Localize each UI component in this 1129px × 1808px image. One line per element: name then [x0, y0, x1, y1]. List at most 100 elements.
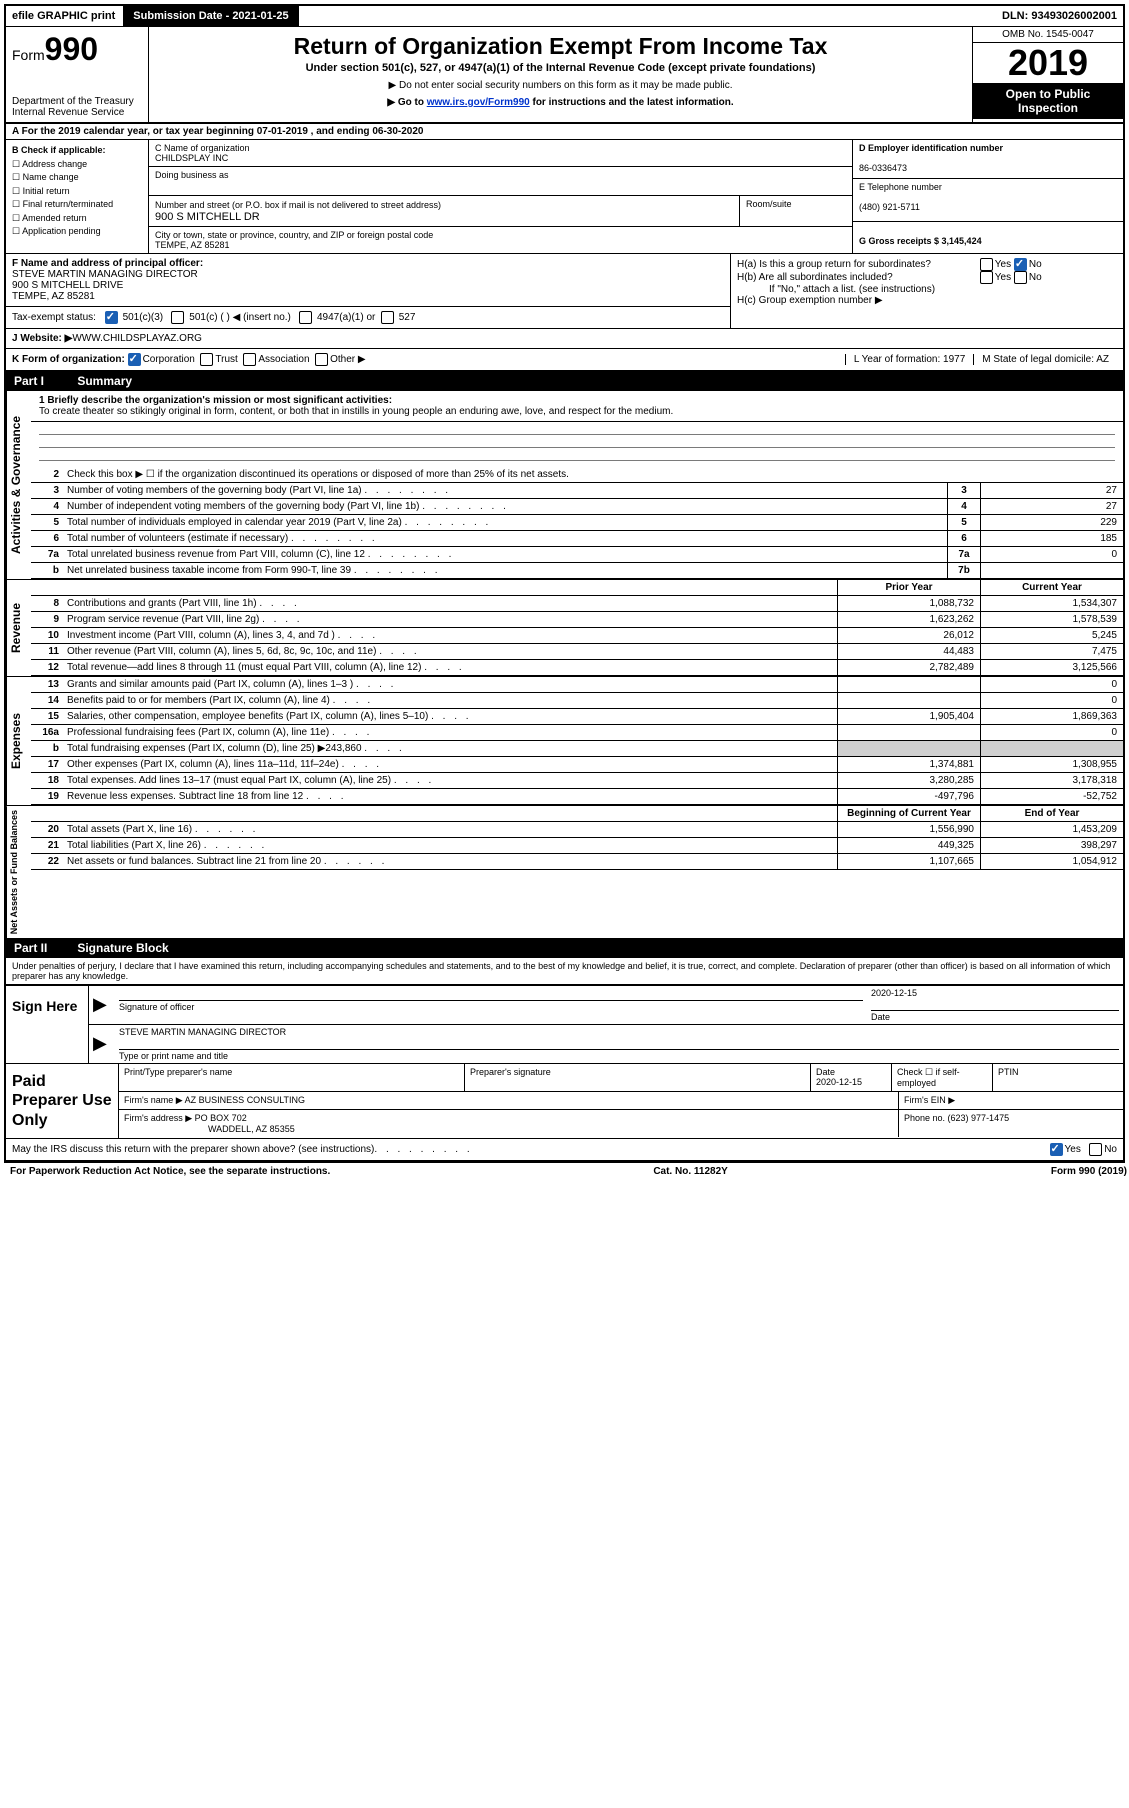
- chk-corp[interactable]: [128, 353, 141, 366]
- chk-initial[interactable]: ☐ Initial return: [12, 186, 70, 196]
- chk-501c[interactable]: [171, 311, 184, 324]
- num: 6: [31, 531, 63, 546]
- chk-trust[interactable]: [200, 353, 213, 366]
- chk-address[interactable]: ☐ Address change: [12, 159, 87, 169]
- box: 3: [947, 483, 980, 498]
- chk-final[interactable]: ☐ Final return/terminated: [12, 199, 113, 209]
- lbl-assoc: Association: [258, 354, 309, 365]
- gov-line-4: 4 Number of independent voting members o…: [31, 499, 1123, 515]
- cell-phone: E Telephone number (480) 921-5711: [853, 179, 1123, 222]
- val: 27: [980, 499, 1123, 514]
- desc: Benefits paid to or for members (Part IX…: [63, 693, 837, 708]
- rev-line-12: 12 Total revenue—add lines 8 through 11 …: [31, 660, 1123, 676]
- prep-row-3: Firm's address ▶ PO BOX 702 WADDELL, AZ …: [119, 1110, 1123, 1137]
- end: 398,297: [980, 838, 1123, 853]
- section-fh: F Name and address of principal officer:…: [6, 254, 1123, 329]
- chk-amended[interactable]: ☐ Amended return: [12, 213, 87, 223]
- submission-date[interactable]: Submission Date - 2021-01-25: [123, 6, 298, 26]
- firm-addr-cell: Firm's address ▶ PO BOX 702 WADDELL, AZ …: [119, 1110, 899, 1137]
- form-subtitle: Under section 501(c), 527, or 4947(a)(1)…: [155, 62, 966, 74]
- line2-num: 2: [31, 467, 63, 482]
- form-header: Form990 Department of the Treasury Inter…: [6, 27, 1123, 124]
- desc: Total fundraising expenses (Part IX, col…: [63, 741, 837, 756]
- ha-yes-lbl: Yes: [995, 259, 1011, 270]
- ha-no[interactable]: [1014, 258, 1027, 271]
- officer-addr1: 900 S MITCHELL DRIVE: [12, 280, 123, 291]
- part1-header: Part I Summary: [6, 371, 1123, 391]
- tax-exempt-row: Tax-exempt status: 501(c)(3) 501(c) ( ) …: [12, 311, 724, 324]
- num: b: [31, 563, 63, 578]
- officer-name: STEVE MARTIN MANAGING DIRECTOR: [12, 269, 198, 280]
- instruction-2: ▶ Go to www.irs.gov/Form990 for instruct…: [155, 97, 966, 108]
- current: 3,125,566: [980, 660, 1123, 675]
- current: 0: [980, 725, 1123, 740]
- footer-left: For Paperwork Reduction Act Notice, see …: [10, 1166, 330, 1177]
- net-line-22: 22 Net assets or fund balances. Subtract…: [31, 854, 1123, 870]
- hb-row: H(b) Are all subordinates included? Yes …: [737, 271, 1117, 284]
- chk-pending[interactable]: ☐ Application pending: [12, 226, 101, 236]
- sig-officer-field[interactable]: Signature of officer: [115, 986, 867, 1024]
- num: 3: [31, 483, 63, 498]
- hb-note: If "No," attach a list. (see instruction…: [737, 284, 1117, 295]
- hb-no[interactable]: [1014, 271, 1027, 284]
- desc: Net assets or fund balances. Subtract li…: [63, 854, 837, 869]
- cell-ein: D Employer identification number 86-0336…: [853, 140, 1123, 179]
- ha-label: H(a) Is this a group return for subordin…: [737, 259, 977, 270]
- desc: Program service revenue (Part VIII, line…: [63, 612, 837, 627]
- discuss-no[interactable]: [1089, 1143, 1102, 1156]
- sig-date-label: Date: [871, 1010, 1119, 1022]
- form990-link[interactable]: www.irs.gov/Form990: [427, 97, 530, 108]
- blank-line-1: [39, 422, 1115, 435]
- gov-line-b: b Net unrelated business taxable income …: [31, 563, 1123, 579]
- desc: Total number of volunteers (estimate if …: [63, 531, 947, 546]
- addr-field: Number and street (or P.O. box if mail i…: [149, 196, 740, 226]
- footer-right: Form 990 (2019): [1051, 1166, 1127, 1177]
- f-label: F Name and address of principal officer:: [12, 258, 203, 269]
- website-value[interactable]: WWW.CHILDSPLAYAZ.ORG: [72, 333, 202, 344]
- form-container: efile GRAPHIC print Submission Date - 20…: [4, 4, 1125, 1163]
- self-emp-check[interactable]: Check ☐ if self-employed: [892, 1064, 993, 1091]
- chk-name[interactable]: ☐ Name change: [12, 172, 79, 182]
- lbl-501c: 501(c) ( ) ◀ (insert no.): [189, 312, 291, 323]
- num: 16a: [31, 725, 63, 740]
- lbl-trust: Trust: [215, 354, 237, 365]
- net-line-20: 20 Total assets (Part X, line 16) . . . …: [31, 822, 1123, 838]
- current: 1,534,307: [980, 596, 1123, 611]
- cell-org-name: C Name of organization CHILDSPLAY INC: [149, 140, 852, 167]
- ha-yes[interactable]: [980, 258, 993, 271]
- cell-city: City or town, state or province, country…: [149, 227, 852, 253]
- chk-assoc[interactable]: [243, 353, 256, 366]
- chk-4947[interactable]: [299, 311, 312, 324]
- chk-other[interactable]: [315, 353, 328, 366]
- prep-sig-label: Preparer's signature: [465, 1064, 811, 1091]
- sig-row-2: ▶ STEVE MARTIN MANAGING DIRECTOR Type or…: [89, 1025, 1123, 1063]
- discuss-no-lbl: No: [1104, 1144, 1117, 1155]
- c-label: C Name of organization: [155, 143, 250, 153]
- hb-yes[interactable]: [980, 271, 993, 284]
- desc: Number of voting members of the governin…: [63, 483, 947, 498]
- begin: 449,325: [837, 838, 980, 853]
- rev-line-10: 10 Investment income (Part VIII, column …: [31, 628, 1123, 644]
- hdr-num-net: [31, 806, 63, 821]
- lbl-4947: 4947(a)(1) or: [317, 312, 375, 323]
- sig-arrow-1: ▶: [89, 986, 115, 1024]
- cell-address: Number and street (or P.O. box if mail i…: [149, 196, 852, 227]
- prior: 26,012: [837, 628, 980, 643]
- chk-501c3[interactable]: [105, 311, 118, 324]
- dba-label: Doing business as: [155, 170, 229, 180]
- hb-yes-lbl: Yes: [995, 272, 1011, 283]
- current: 1,578,539: [980, 612, 1123, 627]
- end: 1,453,209: [980, 822, 1123, 837]
- desc: Net unrelated business taxable income fr…: [63, 563, 947, 578]
- org-name: CHILDSPLAY INC: [155, 153, 228, 163]
- discuss-yes[interactable]: [1050, 1143, 1063, 1156]
- num: b: [31, 741, 63, 756]
- num: 12: [31, 660, 63, 675]
- chk-527[interactable]: [381, 311, 394, 324]
- num: 10: [31, 628, 63, 643]
- col-current: Current Year: [980, 580, 1123, 595]
- city-value: TEMPE, AZ 85281: [155, 240, 230, 250]
- section-bcdeg: B Check if applicable: ☐ Address change …: [6, 140, 1123, 254]
- goto-post: for instructions and the latest informat…: [530, 97, 734, 108]
- current: 1,869,363: [980, 709, 1123, 724]
